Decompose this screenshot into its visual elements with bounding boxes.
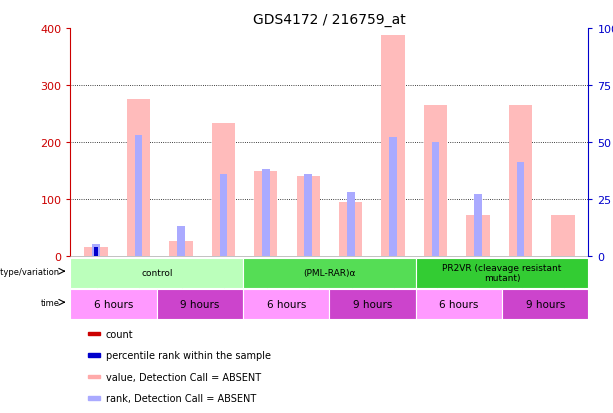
Bar [219, 174, 227, 256]
Bar [551, 215, 574, 256]
Bar [88, 375, 101, 378]
Bar [339, 202, 362, 256]
Bar [70, 258, 243, 288]
Text: time: time [41, 298, 60, 307]
Text: PR2VR (cleavage resistant
mutant): PR2VR (cleavage resistant mutant) [443, 263, 562, 282]
Bar [330, 289, 416, 319]
Bar [85, 247, 108, 256]
Bar [347, 192, 354, 256]
Bar [416, 258, 588, 288]
Text: control: control [141, 268, 173, 278]
Text: genotype/variation: genotype/variation [0, 267, 60, 276]
Text: value, Detection Call = ABSENT: value, Detection Call = ABSENT [105, 372, 261, 382]
Bar [92, 244, 100, 256]
Text: rank, Detection Call = ABSENT: rank, Detection Call = ABSENT [105, 393, 256, 403]
Text: 9 hours: 9 hours [525, 299, 565, 309]
Text: (PML-RAR)α: (PML-RAR)α [303, 268, 356, 278]
Bar [305, 174, 312, 256]
Text: count: count [105, 329, 133, 339]
Bar [502, 289, 588, 319]
Bar [381, 36, 405, 256]
Bar [127, 100, 150, 256]
Bar [416, 289, 502, 319]
Text: 9 hours: 9 hours [180, 299, 219, 309]
Text: 6 hours: 6 hours [267, 299, 306, 309]
Text: 6 hours: 6 hours [440, 299, 479, 309]
Bar [243, 258, 416, 288]
Title: GDS4172 / 216759_at: GDS4172 / 216759_at [253, 12, 406, 26]
Text: percentile rank within the sample: percentile rank within the sample [105, 350, 270, 360]
Bar [94, 247, 98, 256]
Bar [88, 396, 101, 400]
Bar [254, 172, 278, 256]
Bar [88, 332, 101, 335]
Bar [88, 354, 101, 357]
Bar [211, 124, 235, 256]
Bar [389, 138, 397, 256]
Bar [466, 215, 490, 256]
Bar [135, 135, 142, 256]
Bar [474, 195, 482, 256]
Text: 9 hours: 9 hours [353, 299, 392, 309]
Bar [509, 106, 532, 256]
Bar [70, 289, 157, 319]
Text: 6 hours: 6 hours [94, 299, 134, 309]
Bar [157, 289, 243, 319]
Bar [177, 226, 185, 256]
Bar [94, 253, 98, 256]
Bar [517, 163, 524, 256]
Bar [169, 242, 192, 256]
Bar [424, 106, 447, 256]
Bar [262, 170, 270, 256]
Bar [297, 176, 320, 256]
Bar [432, 142, 440, 256]
Bar [243, 289, 330, 319]
